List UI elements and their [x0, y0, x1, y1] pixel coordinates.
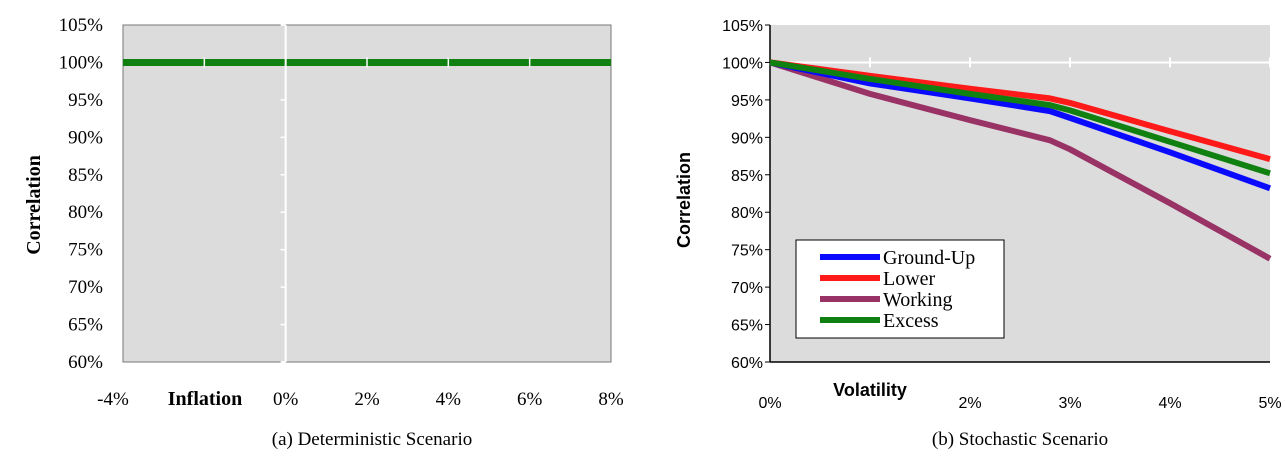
caption-b: (b) Stochastic Scenario [932, 429, 1108, 450]
y-axis-label-b: Correlation [674, 152, 694, 248]
y-tick-label: 75% [68, 240, 103, 261]
y-tick-label: 100% [722, 55, 763, 72]
grid-b [770, 57, 1271, 68]
y-tick-label: 105% [59, 15, 104, 36]
legend-label: Working [883, 289, 953, 311]
caption-a: (a) Deterministic Scenario [272, 429, 472, 450]
y-tick-label: 80% [68, 202, 103, 223]
series-line-ground-up [769, 59, 1272, 192]
x-axis-label-a: Inflation [168, 388, 242, 410]
x-tick-label: 5% [1258, 395, 1281, 412]
y-tick-label: 90% [731, 130, 763, 147]
y-tick-label: 95% [731, 93, 763, 110]
x-tick-label: 4% [436, 389, 462, 410]
x-tick-label: 6% [517, 389, 543, 410]
y-tick-label: 85% [68, 165, 103, 186]
x-axis-label-b: Volatility [833, 380, 907, 400]
x-tick-label: 0% [758, 395, 781, 412]
y-tick-label: 70% [731, 280, 763, 297]
y-tick-labels-b: 60% 65% 70% 75% 80% 85% 90% 95% 100% 105% [722, 18, 770, 372]
plot-area-a [122, 24, 612, 363]
x-tick-label: -4% [97, 389, 129, 410]
y-tick-label: 65% [68, 315, 103, 336]
y-tick-label: 95% [68, 90, 103, 111]
x-tick-label: 2% [354, 389, 380, 410]
y-tick-label: 65% [731, 318, 763, 335]
y-tick-labels-a: 60% 65% 70% 75% 80% 85% 90% 95% 100% 105% [59, 15, 104, 373]
deterministic-chart: 60% 65% 70% 75% 80% 85% 90% 95% 100% 105% -4% 0% 2%… [23, 15, 624, 450]
y-tick-label: 100% [59, 52, 104, 73]
legend-label: Excess [883, 310, 939, 332]
y-tick-label: 60% [731, 355, 763, 372]
y-tick-label: 80% [731, 205, 763, 222]
y-tick-label: 75% [731, 243, 763, 260]
series-lines-b [769, 59, 1272, 262]
x-tick-label: 2% [958, 395, 981, 412]
series-line-excess [769, 59, 1271, 177]
legend-label: Lower [883, 268, 936, 290]
x-tick-label: 4% [1158, 395, 1181, 412]
series-line-working [769, 59, 1272, 262]
y-axis-label-a: Correlation [23, 155, 45, 255]
y-tick-label: 60% [68, 352, 103, 373]
y-tick-label: 105% [722, 18, 763, 35]
y-tick-label: 85% [731, 168, 763, 185]
x-tick-labels-a: -4% 0% 2% 4% 6% 8% [97, 389, 624, 410]
x-tick-label: 0% [273, 389, 299, 410]
y-tick-label: 90% [68, 127, 103, 148]
x-tick-label: 3% [1058, 395, 1081, 412]
series-lines-a [123, 57, 611, 68]
y-tick-label: 70% [68, 277, 103, 298]
x-tick-labels-b: 0% 2% 3% 4% 5% [758, 395, 1281, 412]
legend-label: Ground-Up [883, 247, 975, 269]
x-tick-label: 8% [598, 389, 624, 410]
stochastic-chart: 60% 65% 70% 75% 80% 85% 90% 95% 100% 105% 0% 2% 3% 4… [674, 18, 1282, 450]
